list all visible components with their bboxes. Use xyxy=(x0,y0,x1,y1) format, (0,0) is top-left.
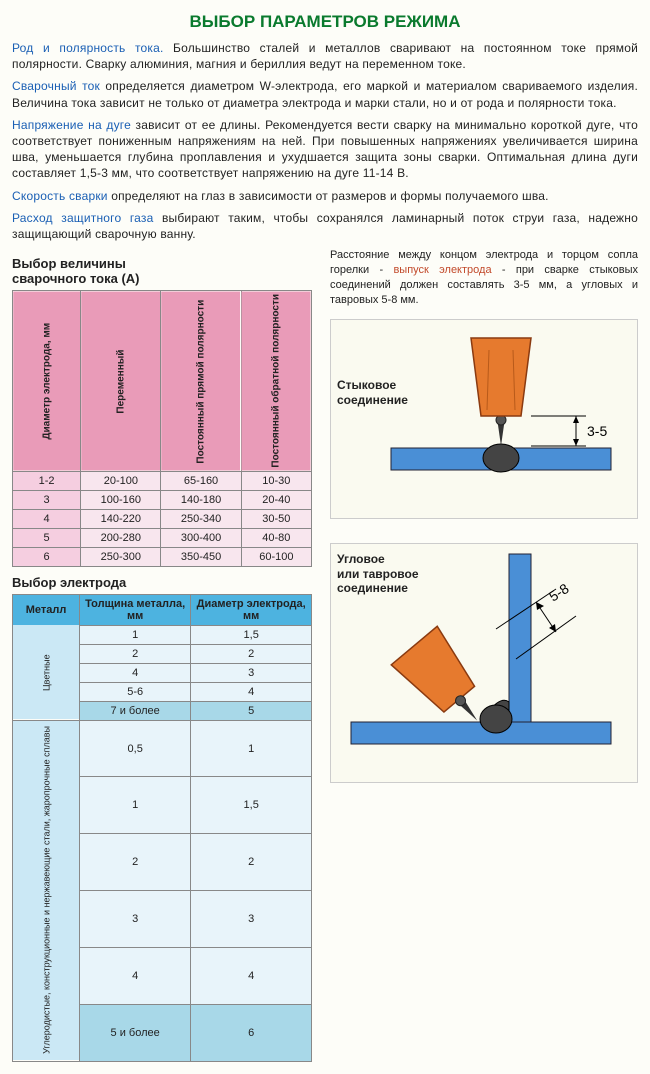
diagram-butt-joint: Стыковоесоединение 3-5 xyxy=(330,319,638,519)
t1-h1: Диаметр электрода, мм xyxy=(13,291,81,472)
right-caption: Расстояние между концом электрода и торц… xyxy=(330,248,638,307)
table-row: 1-220-10065-16010-30 xyxy=(13,471,312,490)
table-row: 3100-160140-18020-40 xyxy=(13,490,312,509)
t1-h3: Постоянный прямой полярности xyxy=(161,291,241,472)
table-current: Диаметр электрода, мм Переменный Постоян… xyxy=(12,290,312,567)
t2-h1: Металл xyxy=(13,594,80,625)
t1-h2: Переменный xyxy=(81,291,161,472)
paragraph-1: Род и полярность тока. Большинство стале… xyxy=(12,40,638,72)
table2-heading: Выбор электрода xyxy=(12,575,312,590)
diagram-fillet-joint: Угловоеили тавровоесоединение xyxy=(330,543,638,783)
table-row: 6250-300350-45060-100 xyxy=(13,547,312,566)
table-electrode: Металл Толщина металла, мм Диаметр элект… xyxy=(12,594,312,1062)
keyword-vypusk: выпуск электрода xyxy=(393,264,491,276)
paragraph-2: Сварочный ток определяется диаметром W-э… xyxy=(12,78,638,110)
page-title: ВЫБОР ПАРАМЕТРОВ РЕЖИМА xyxy=(12,12,638,32)
paragraph-3: Напряжение на дуге зависит от ее длины. … xyxy=(12,117,638,182)
diag1-svg: 3-5 xyxy=(331,320,621,490)
keyword-speed: Скорость сварки xyxy=(12,189,108,203)
text-p4: определяют на глаз в зависимости от разм… xyxy=(108,189,549,203)
t2-h2: Толщина металла, мм xyxy=(80,594,191,625)
table-row: 5200-280300-40040-80 xyxy=(13,528,312,547)
diag2-svg: 5-8 xyxy=(331,544,621,754)
keyword-voltage: Напряжение на дуге xyxy=(12,118,131,132)
text-p2: определяется диаметром W-электрода, его … xyxy=(12,79,638,109)
t2-h3: Диаметр электрода, мм xyxy=(191,594,312,625)
paragraph-4: Скорость сварки определяют на глаз в зав… xyxy=(12,188,638,204)
t1-h4: Постоянный обратной полярности xyxy=(241,291,311,472)
keyword-gas: Расход защитного газа xyxy=(12,211,153,225)
table-row: Цветные11,5 xyxy=(13,625,312,644)
table-row: 4140-220250-34030-50 xyxy=(13,509,312,528)
paragraph-5: Расход защитного газа выбирают таким, чт… xyxy=(12,210,638,242)
keyword-polarity: Род и полярность тока. xyxy=(12,41,164,55)
table-row: Углеродистые, конструкционные и нержавею… xyxy=(13,720,312,777)
keyword-current: Сварочный ток xyxy=(12,79,100,93)
diag2-dim: 5-8 xyxy=(546,580,572,605)
table1-heading: Выбор величинысварочного тока (А) xyxy=(12,256,312,286)
diag1-dim: 3-5 xyxy=(587,423,607,439)
